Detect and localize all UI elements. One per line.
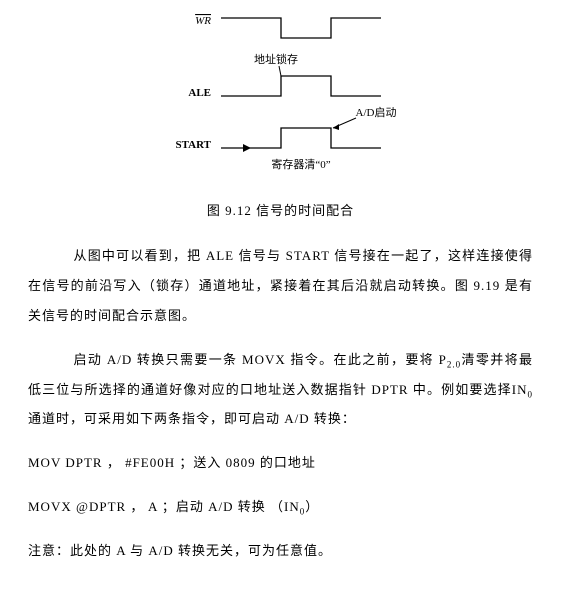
note-line: 注意：此处的 A 与 A/D 转换无关，可为任意值。	[28, 536, 533, 566]
code-line-2: MOVX @DPTR ， A ；启动 A/D 转换 （IN0）	[28, 492, 533, 522]
svg-text:A/D启动: A/D启动	[355, 106, 396, 119]
paragraph-1: 从图中可以看到，把 ALE 信号与 START 信号接在一起了，这样连接使得在信…	[28, 241, 533, 331]
svg-text:寄存器清“0”: 寄存器清“0”	[271, 157, 330, 171]
paragraph-2: 启动 A/D 转换只需要一条 MOVX 指令。在此之前，要将 P2.0清零并将最…	[28, 345, 533, 435]
subscript-p20: 2.0	[447, 359, 461, 369]
para2-text-a: 启动 A/D 转换只需要一条 MOVX 指令。在此之前，要将 P	[74, 352, 447, 367]
timing-diagram-container: WR 地址锁存 ALE A/D启动 START	[28, 8, 533, 178]
svg-text:地址锁存: 地址锁存	[254, 52, 298, 66]
para2-text-c: 通道时，可采用如下两条指令，即可启动 A/D 转换：	[28, 411, 356, 426]
figure-caption: 图 9.12 信号的时间配合	[28, 200, 533, 219]
svg-text:START: START	[175, 139, 211, 151]
code-line-1: MOV DPTR ， #FE00H ；送入 0809 的口地址	[28, 448, 533, 478]
svg-text:WR: WR	[195, 15, 211, 27]
svg-text:ALE: ALE	[188, 87, 211, 99]
code2-text-b: ）	[305, 499, 319, 514]
subscript-in0-1: 0	[528, 389, 534, 399]
code2-text-a: MOVX @DPTR ， A ；启动 A/D 转换 （IN	[28, 499, 300, 514]
timing-diagram: WR 地址锁存 ALE A/D启动 START	[151, 8, 411, 178]
